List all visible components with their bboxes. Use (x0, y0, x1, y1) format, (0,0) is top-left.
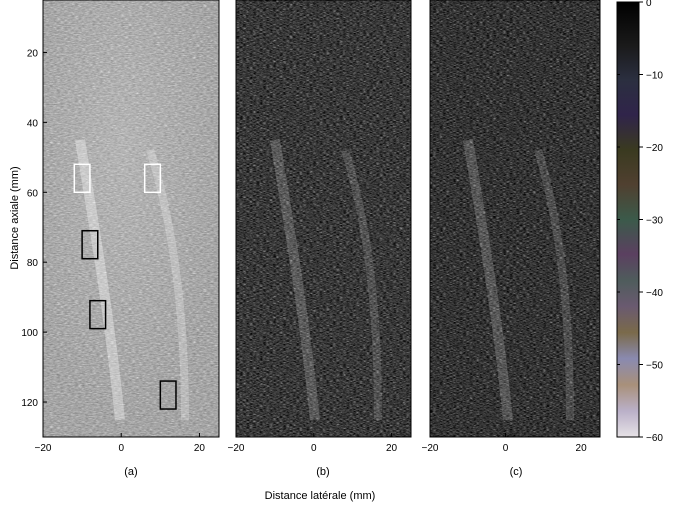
roi-boxes (73, 163, 177, 410)
colorbar-tick-label: −50 (646, 361, 663, 372)
x-tick-label: −20 (228, 443, 245, 454)
panel-b-wall-left (270, 139, 320, 421)
panel-c-wall-left (463, 139, 513, 421)
x-tick-label: 0 (311, 443, 317, 454)
panel-a (42, 0, 220, 438)
y-axis-title: Distance axiale (mm) (9, 166, 21, 269)
roi-box (89, 299, 107, 330)
y-tick-label: 20 (27, 48, 39, 59)
x-axis-ticks-panel-b: −20 0 20 (228, 433, 398, 454)
colorbar-tick-label: −20 (646, 143, 663, 154)
x-axis-ticks-panel-a: −20 0 20 (35, 433, 206, 454)
panel-c-image (430, 0, 600, 437)
colorbar-tick-label: −30 (646, 216, 663, 227)
colorbar: 0 −10 −20 −30 −40 −50 −60 (616, 0, 663, 444)
panel-c-wall-right (534, 148, 574, 421)
panel-b-frame (235, 0, 412, 438)
x-tick-label: 20 (386, 443, 398, 454)
colorbar-tick-label: −10 (646, 71, 663, 82)
panel-a-glow (43, 0, 219, 437)
panel-b-image (236, 0, 411, 437)
roi-box (159, 380, 177, 410)
y-tick-label: 60 (27, 188, 39, 199)
colorbar-ticks: 0 −10 −20 −30 −40 −50 −60 (617, 0, 663, 444)
roi-box (81, 229, 99, 260)
panel-a-wall-left (75, 139, 125, 421)
x-tick-label: 0 (503, 443, 509, 454)
colorbar-tick-label: 0 (646, 0, 652, 9)
y-axis-ticks-panel-a: 20 40 60 80 100 120 (21, 48, 47, 409)
x-tick-label: 0 (118, 443, 124, 454)
x-axis-ticks-panel-c: −20 0 20 (422, 433, 588, 454)
y-tick-label: 100 (21, 328, 38, 339)
x-tick-label: 20 (194, 443, 206, 454)
panel-label-a: (a) (124, 466, 137, 478)
panel-c (429, 0, 601, 438)
panel-b (235, 0, 412, 438)
x-tick-label: −20 (422, 443, 439, 454)
panel-a-wall-right (146, 148, 189, 421)
x-axis-title: Distance latérale (mm) (265, 490, 376, 502)
panel-a-frame (42, 0, 220, 438)
roi-box (73, 163, 91, 194)
panel-c-frame (429, 0, 601, 438)
colorbar-tick-label: −60 (646, 433, 663, 444)
colorbar-gradient (616, 1, 640, 438)
y-tick-label: 40 (27, 118, 39, 129)
y-tick-label: 120 (21, 398, 38, 409)
panel-b-wall-right (341, 148, 382, 421)
x-tick-label: −20 (35, 443, 52, 454)
colorbar-tick-label: −40 (646, 288, 663, 299)
panel-label-b: (b) (316, 466, 329, 478)
panel-label-c: (c) (510, 466, 523, 478)
x-tick-label: 20 (576, 443, 588, 454)
roi-box (143, 163, 162, 194)
y-tick-label: 80 (27, 258, 39, 269)
